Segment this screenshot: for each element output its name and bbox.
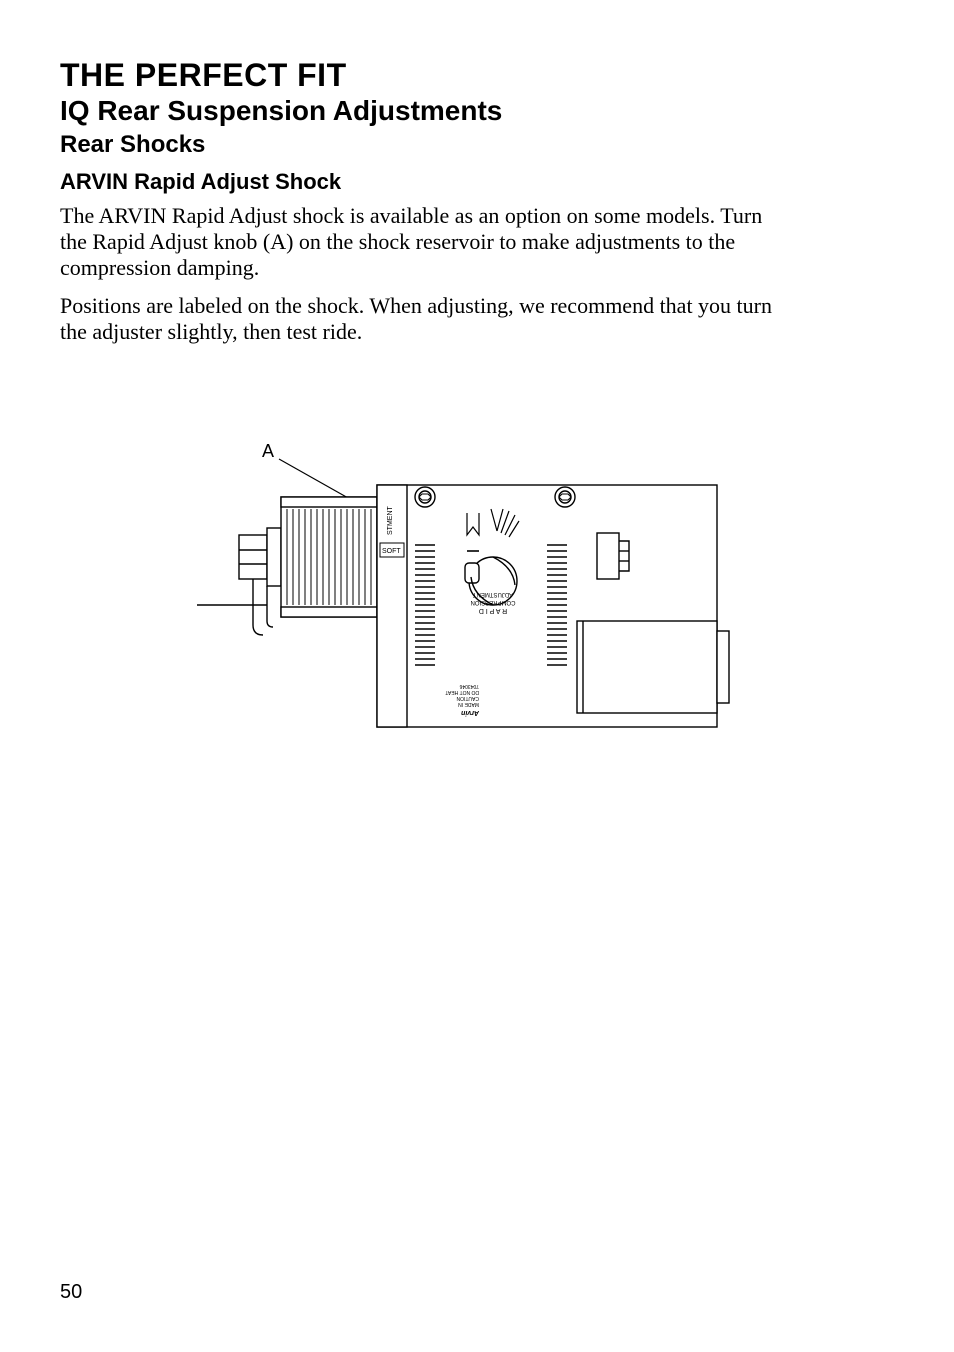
page-number: 50: [60, 1281, 82, 1304]
shock-diagram-svg: A: [197, 435, 757, 765]
body-paragraph-2: Positions are labeled on the shock. When…: [60, 293, 780, 345]
shock-diagram: A: [60, 435, 894, 765]
title-main: THE PERFECT FIT: [60, 58, 894, 93]
svg-text:ADJUSTMENT: ADJUSTMENT: [473, 591, 514, 597]
title-sub2: Rear Shocks: [60, 131, 894, 159]
section-heading: ARVIN Rapid Adjust Shock: [60, 169, 894, 195]
svg-text:Arvin: Arvin: [461, 709, 480, 716]
diagram-label-soft: SOFT: [382, 548, 401, 555]
body-paragraph-1: The ARVIN Rapid Adjust shock is availabl…: [60, 203, 780, 281]
diagram-callout-label: A: [262, 441, 274, 461]
title-block: THE PERFECT FIT IQ Rear Suspension Adjus…: [60, 58, 894, 159]
svg-text:STMENT: STMENT: [387, 505, 394, 535]
svg-text:COMPRESSION: COMPRESSION: [470, 599, 515, 605]
diagram-label-rapid: R A P I D: [479, 607, 507, 614]
diagram-label-partno: 7043046: [459, 683, 479, 689]
title-sub1: IQ Rear Suspension Adjustments: [60, 95, 894, 127]
